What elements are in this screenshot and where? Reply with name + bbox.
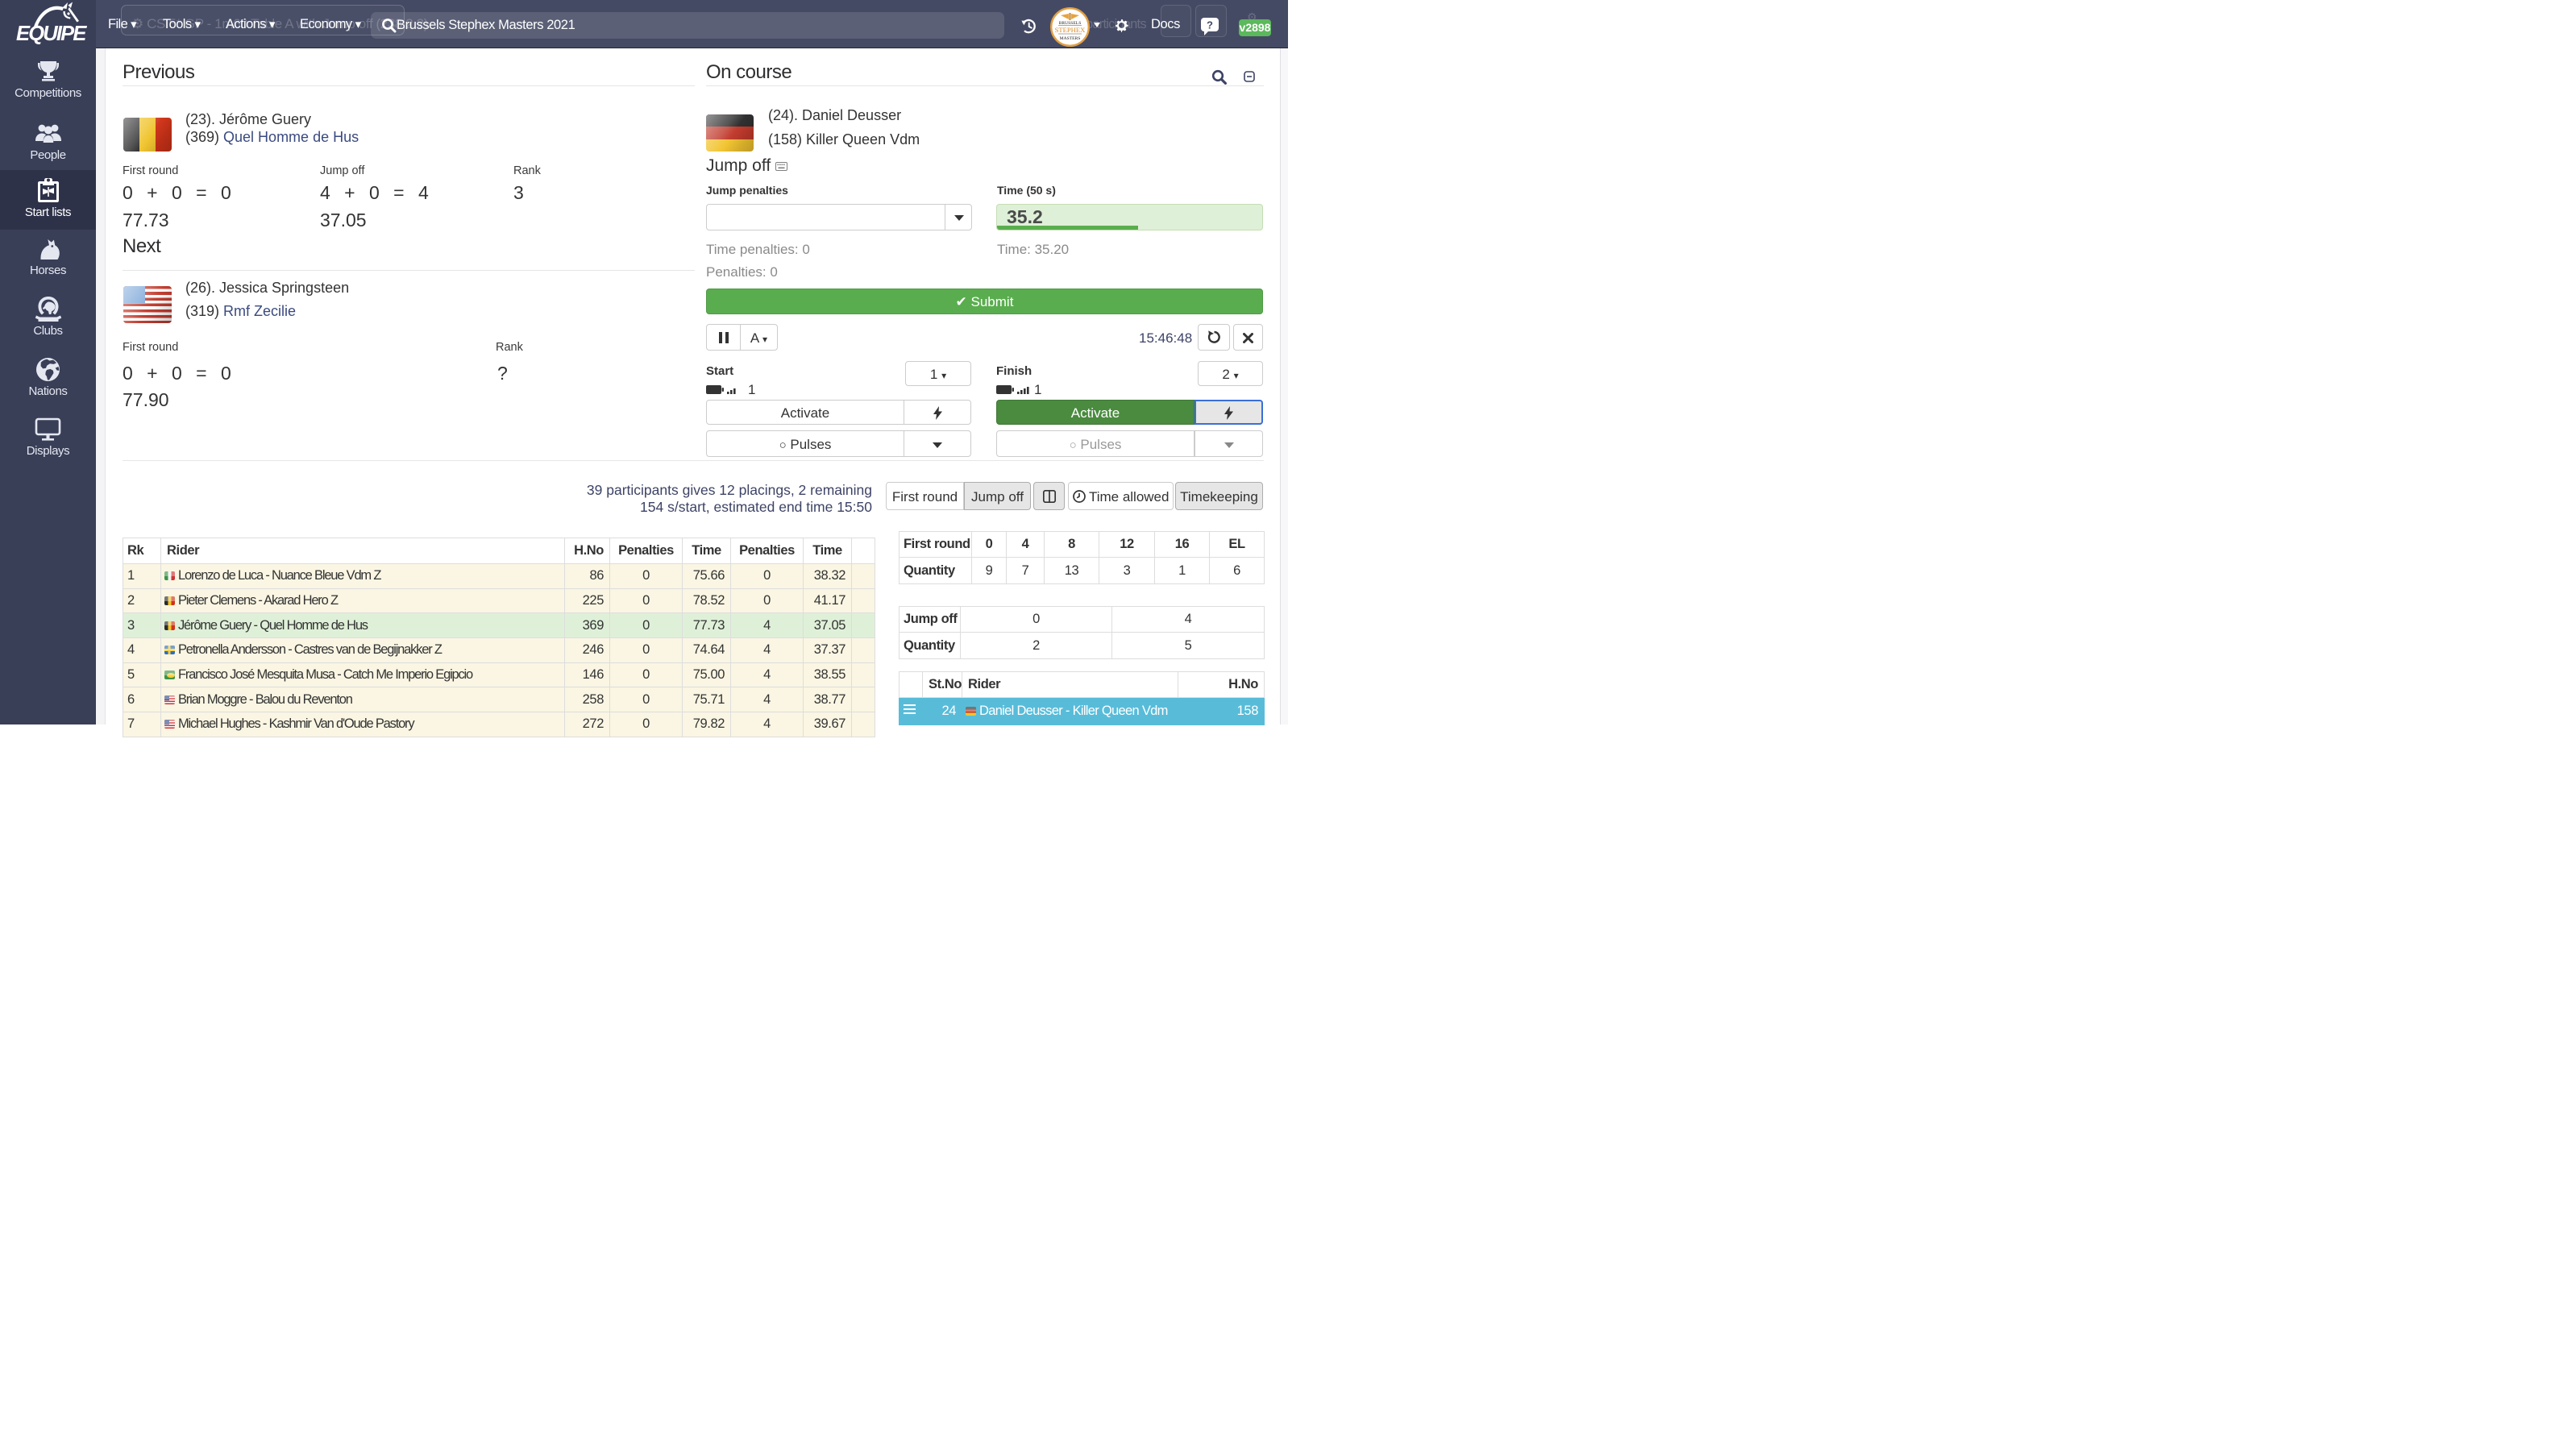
svg-text:EQUIPE: EQUIPE — [16, 23, 87, 45]
svg-text:?: ? — [1207, 19, 1213, 31]
svg-text:STEPHEX: STEPHEX — [1055, 26, 1086, 34]
svg-text:BRUSSELS: BRUSSELS — [1059, 21, 1082, 26]
svg-text:MASTERS: MASTERS — [1060, 36, 1081, 41]
